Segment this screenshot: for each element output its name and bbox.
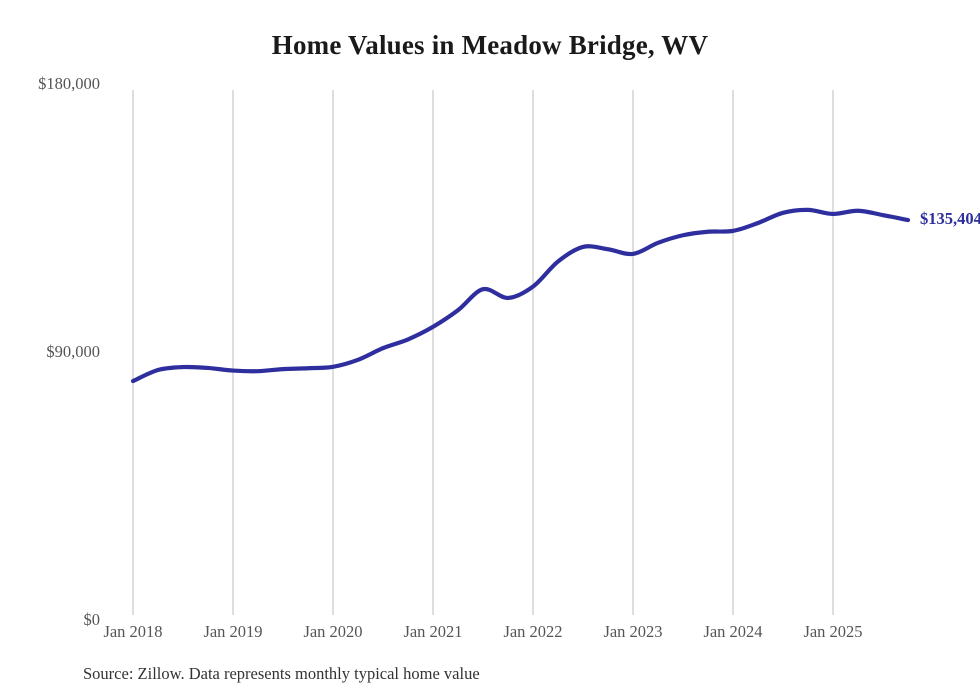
y-axis-tick-label-zero: $0 [83, 610, 101, 629]
x-axis-tick-label-2: Jan 2019 [203, 622, 263, 641]
x-axis-tick-label-7: Jan 2024 [703, 622, 763, 641]
x-axis-tick-label-6: Jan 2023 [603, 622, 663, 641]
x-axis-tick-label-1: Jan 2018 [103, 622, 163, 641]
data-line-series-1 [130, 207, 911, 384]
x-axis-tick-label-3: Jan 2020 [303, 622, 363, 641]
y-axis-tick-label-top: $180,000 [38, 74, 100, 93]
y-axis-tick-label-mid: $90,000 [46, 342, 100, 361]
chart-title: Home Values in Meadow Bridge, WV [271, 30, 709, 60]
gridlines [132, 90, 834, 615]
end-value-annotation: $135,404 [920, 209, 980, 229]
x-axis-tick-label-8: Jan 2025 [803, 622, 863, 641]
x-axis-tick-label-4: Jan 2021 [403, 622, 463, 641]
source-note: Source: Zillow. Data represents monthly … [83, 664, 480, 683]
x-axis-tick-label-5: Jan 2022 [503, 622, 563, 641]
